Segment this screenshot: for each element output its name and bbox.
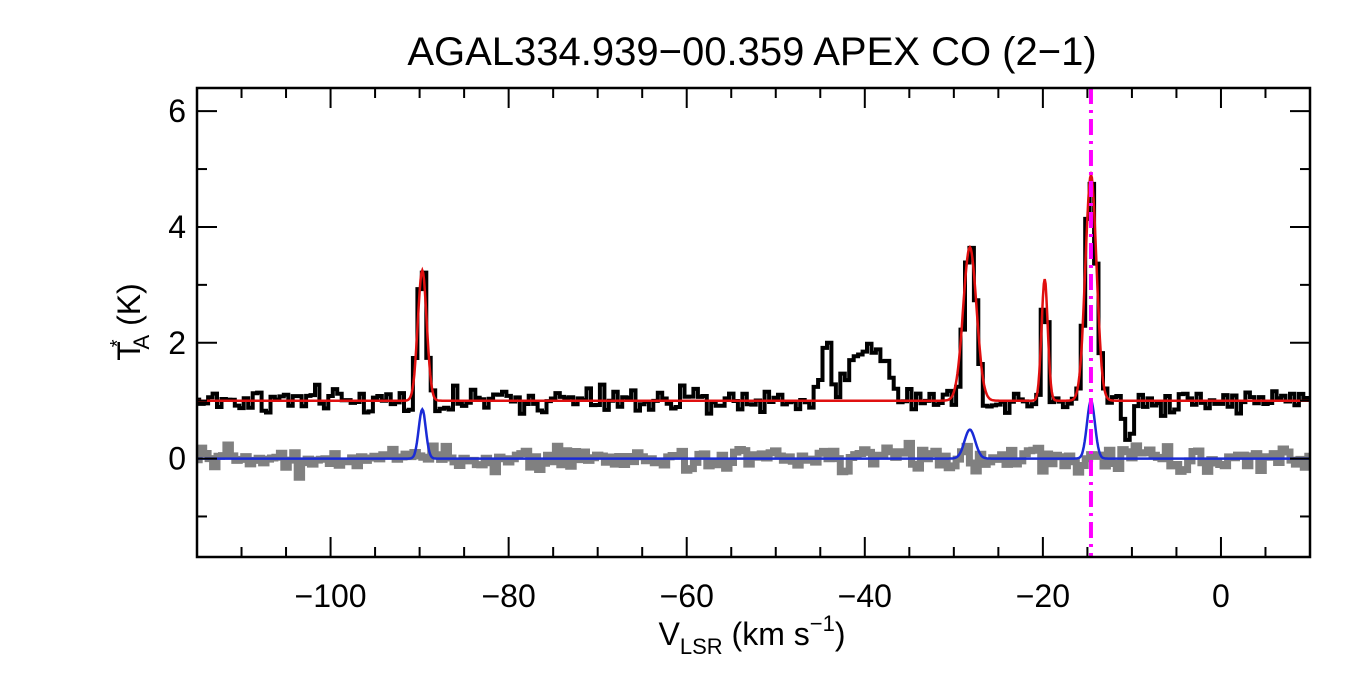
chart-title: AGAL334.939−00.359 APEX CO (2−1) [407,30,1096,74]
gaussian-fit-line [197,170,1310,402]
y-tick-label: 6 [168,93,186,129]
y-tick-label: 2 [168,325,186,361]
y-tick-labels: 0 2 4 6 [168,93,186,476]
y-axis-label: T*A (K) [107,283,154,361]
component-fit-line [197,398,1310,460]
residual-spectrum-line [197,439,1310,481]
x-tick-label: −20 [1016,578,1070,614]
y-tick-label: 4 [168,209,186,245]
x-axis-label: VLSR (km s−1) [659,611,846,659]
y-tick-label: 0 [168,441,186,477]
x-tick-label: −80 [481,578,535,614]
x-tick-labels: −100 −80 −60 −40 −20 0 [295,578,1230,614]
x-tick-label: −40 [838,578,892,614]
x-tick-label: −100 [295,578,367,614]
axis-ticks [196,88,1311,557]
x-tick-label: 0 [1212,578,1230,614]
x-tick-label: −60 [660,578,714,614]
plot-frame [195,86,1312,559]
plot-area [197,88,1310,557]
